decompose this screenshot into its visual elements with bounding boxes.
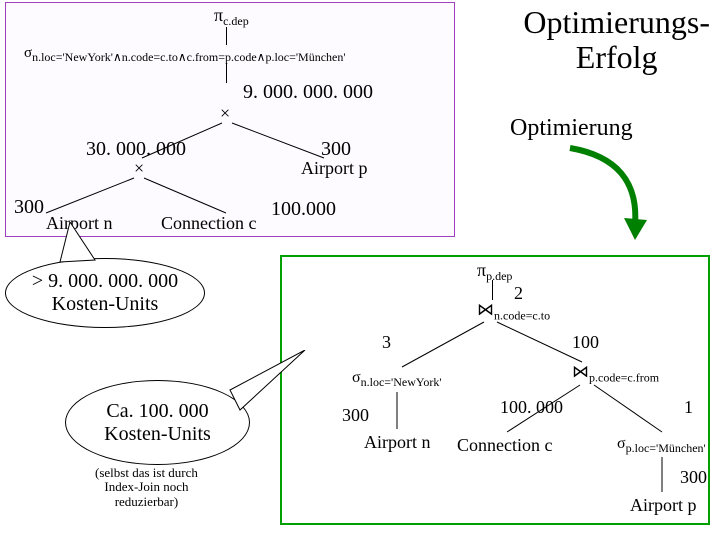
join-bottom: ⋈p.code=c.from — [572, 362, 659, 385]
opt-tree-edges — [282, 257, 712, 527]
bubble2-line2: Kosten-Units — [104, 423, 211, 446]
opt-leaf-connection-c: Connection c — [457, 435, 552, 456]
card-300-left: 300 — [342, 405, 369, 426]
selection-p: σp.loc='München' — [617, 435, 706, 456]
slide: { "heading": { "line1": "Optimierungs-",… — [0, 0, 720, 540]
page-title: Optimierungs- Erfolg — [523, 5, 710, 75]
card-100: 100 — [572, 332, 599, 353]
optimized-tree-box: πp.dep 2 ⋈n.code=c.to 3 100 ⋈p.code=c.fr… — [280, 255, 710, 525]
leaf-airport-p: Airport p — [301, 158, 368, 179]
card-3: 3 — [382, 332, 391, 353]
card-1: 1 — [684, 397, 693, 418]
cost-bubble-optimized: Ca. 100. 000 Kosten-Units — [65, 380, 250, 465]
leaf-connection-c: Connection c — [161, 213, 256, 234]
heading-line2: Erfolg — [523, 40, 710, 75]
bubble1-tail — [50, 222, 110, 267]
optimization-arrow — [560, 140, 680, 260]
opt-leaf-airport-p: Airport p — [630, 495, 697, 516]
optimization-label: Optimierung — [510, 115, 633, 142]
heading-line1: Optimierungs- — [523, 5, 710, 40]
bubble1-line1: > 9. 000. 000. 000 — [32, 270, 178, 293]
unoptimized-tree-box: πc.dep σn.loc='NewYork'∧n.code=c.to∧c.fr… — [5, 2, 455, 237]
selection-n: σn.loc='NewYork' — [352, 369, 442, 390]
bubble2-line1: Ca. 100. 000 — [106, 400, 208, 423]
card-300-right: 300 — [680, 467, 707, 488]
opt-leaf-airport-n: Airport n — [364, 432, 431, 453]
cost-bubble-unoptimized: > 9. 000. 000. 000 Kosten-Units — [5, 258, 205, 328]
cardinality-conn: 100.000 — [271, 198, 336, 221]
bubble2-tail — [225, 350, 325, 420]
cross-product-icon: × — [134, 158, 144, 179]
bubble1-line2: Kosten-Units — [52, 293, 159, 316]
cardinality-far-left: 300 — [14, 196, 44, 219]
bubble2-subtext: (selbst das ist durch Index-Join noch re… — [95, 466, 198, 509]
card-100k: 100. 000 — [500, 397, 563, 418]
tree-edges-svg — [6, 3, 456, 238]
